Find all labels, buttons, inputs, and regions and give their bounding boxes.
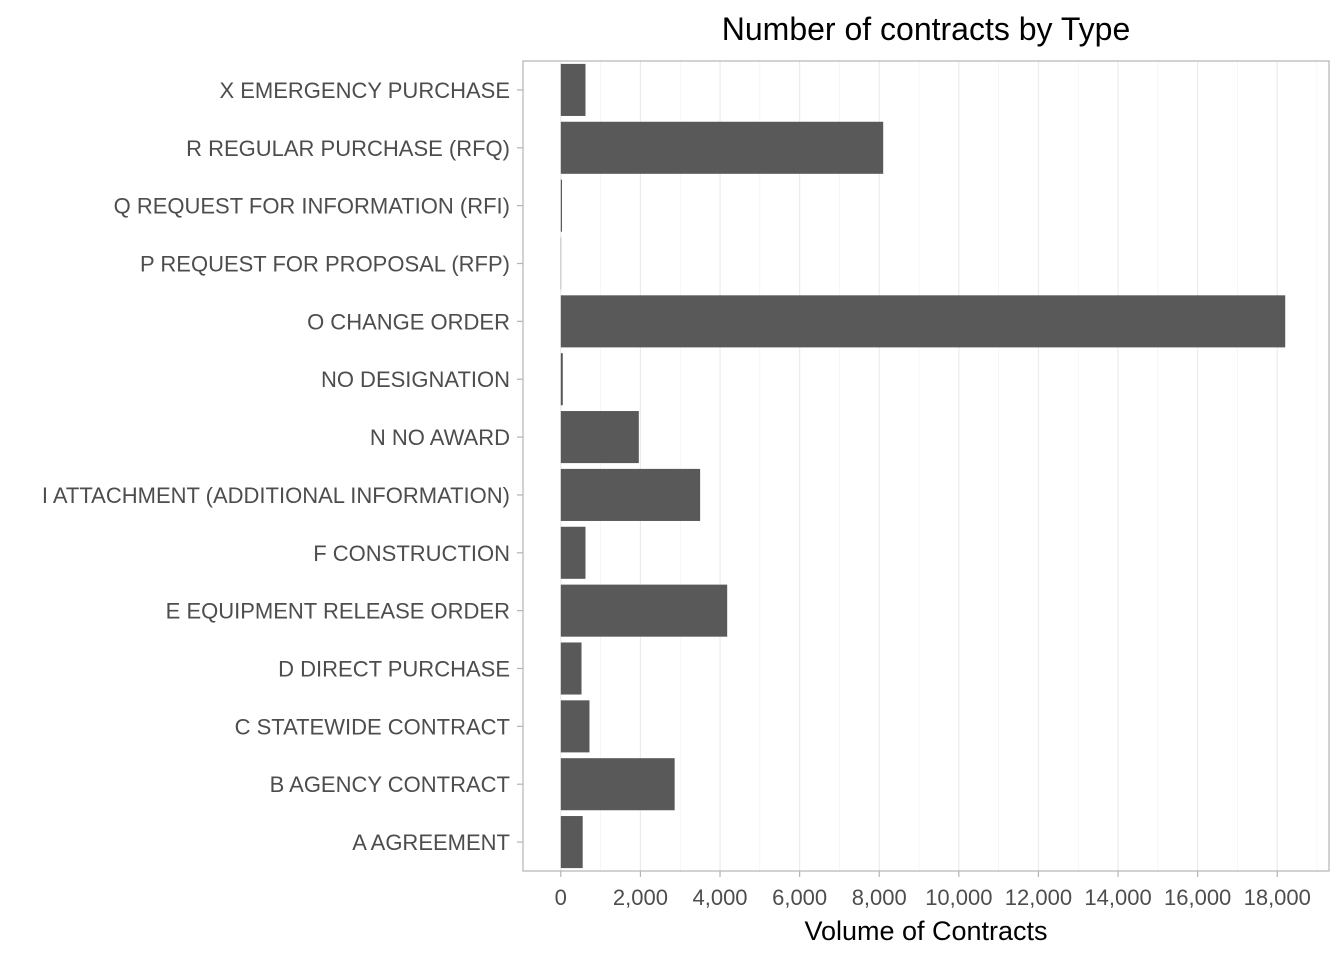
category-label: C STATEWIDE CONTRACT	[235, 714, 510, 739]
bar	[561, 353, 563, 405]
category-label: B AGENCY CONTRACT	[270, 772, 510, 797]
x-tick-label: 14,000	[1084, 885, 1151, 910]
x-tick-label: 18,000	[1244, 885, 1311, 910]
category-label: E EQUIPMENT RELEASE ORDER	[166, 599, 510, 624]
bar	[561, 816, 583, 868]
value-axis: 0 2,000 4,000 6,000 8,000 10,000 12,000 14,000 1…	[555, 871, 1311, 910]
chart-title: Number of contracts by Type	[722, 11, 1130, 47]
x-tick-label: 12,000	[1005, 885, 1072, 910]
bar	[561, 527, 586, 579]
category-label: F CONSTRUCTION	[313, 541, 510, 566]
bar	[561, 758, 675, 810]
category-label: R REGULAR PURCHASE (RFQ)	[186, 136, 510, 161]
bar	[561, 469, 700, 521]
bar	[561, 411, 639, 463]
category-label: X EMERGENCY PURCHASE	[219, 78, 510, 103]
category-label: P REQUEST FOR PROPOSAL (RFP)	[140, 252, 510, 277]
bar	[561, 585, 727, 637]
x-tick-label: 16,000	[1164, 885, 1231, 910]
x-axis-title: Volume of Contracts	[804, 916, 1047, 946]
bar	[561, 700, 590, 752]
x-tick-label: 6,000	[772, 885, 827, 910]
x-tick-label: 2,000	[613, 885, 668, 910]
category-label: N NO AWARD	[370, 425, 510, 450]
category-label: O CHANGE ORDER	[307, 309, 510, 334]
bar	[561, 122, 883, 174]
category-label: Q REQUEST FOR INFORMATION (RFI)	[114, 194, 510, 219]
category-axis: X EMERGENCY PURCHASE R REGULAR PURCHASE (…	[42, 78, 523, 855]
bar	[561, 64, 586, 116]
x-tick-label: 4,000	[692, 885, 747, 910]
x-tick-label: 8,000	[852, 885, 907, 910]
category-label: A AGREEMENT	[352, 830, 510, 855]
bar	[561, 295, 1285, 347]
bar	[561, 180, 562, 232]
category-label: D DIRECT PURCHASE	[278, 657, 510, 682]
x-tick-label: 0	[555, 885, 567, 910]
bar	[561, 642, 582, 694]
bars	[561, 64, 1285, 868]
grid-lines	[561, 61, 1317, 871]
category-label: I ATTACHMENT (ADDITIONAL INFORMATION)	[42, 483, 510, 508]
category-label: NO DESIGNATION	[321, 367, 510, 392]
panel-border	[523, 61, 1329, 871]
x-tick-label: 10,000	[925, 885, 992, 910]
